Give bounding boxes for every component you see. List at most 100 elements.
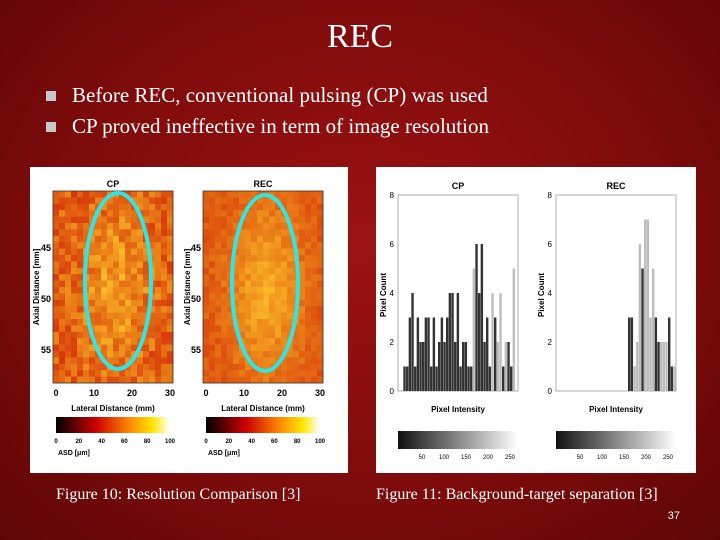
heatmap-cell [233,274,240,281]
heatmap-cell [239,370,246,377]
histogram-y-tick: 4 [390,289,395,298]
heatmap-cell [281,229,288,237]
heatmap-cell [227,370,234,377]
heatmap-cell [305,299,312,307]
heatmap-cell [269,216,276,224]
heatmap-cell [113,325,120,333]
heatmap-cell [125,351,132,358]
heatmap-cell [83,210,90,217]
heatmap-cell [281,280,288,288]
heatmap-cell [53,274,60,281]
heatmap-cell [143,280,150,288]
histogram-bar [470,366,473,391]
histogram-bar [644,219,647,391]
heatmap-cell [83,357,90,365]
heatmap-cell [287,261,294,269]
heatmap-cell [101,235,108,243]
rec-target-ellipse [230,193,300,373]
heatmap-cell [125,223,132,230]
heatmap-cell [221,203,228,211]
heatmap-cell [167,287,174,294]
heatmap-cell [71,344,78,352]
heatmap-cell [299,255,306,262]
heatmap-cell [215,287,222,294]
heatmap-cell [71,331,78,339]
heatmap-cell [131,191,138,198]
heatmap-cell [203,248,210,256]
heatmap-cell [233,357,240,365]
heatmap-cell [95,255,102,262]
heatmap-cell [113,235,120,243]
heatmap-cell [149,312,156,320]
fig10-panel-title-rec: REC [253,179,273,189]
heatmap-cell [203,197,210,205]
heatmap-cell [269,370,276,377]
heatmap-cell [71,376,78,384]
heatmap-cell [53,299,60,307]
heatmap-cell [167,293,174,301]
heatmap-cell [299,274,306,281]
heatmap-cell [215,312,222,320]
heatmap-cell [101,280,108,288]
heatmap-cell [59,363,66,371]
heatmap-cell [167,242,174,249]
heatmap-cell [281,344,288,352]
heatmap-cell [59,197,66,205]
heatmap-cell [299,216,306,224]
rec-grayscale-bar [556,431,676,449]
heatmap-cell [155,312,162,320]
heatmap-cell [131,293,138,301]
heatmap-cell [293,363,300,371]
heatmap-cell [161,248,168,256]
heatmap-cell [203,293,210,301]
heatmap-cell [317,370,324,377]
heatmap-cell [125,370,132,377]
heatmap-cell [305,338,312,345]
heatmap-cell [221,248,228,256]
heatmap-cell [77,344,84,352]
heatmap-cell [305,274,312,281]
heatmap-cell [125,344,132,352]
heatmap-cell [131,229,138,237]
heatmap-cell [119,370,126,377]
heatmap-cell [143,357,150,365]
heatmap-cell [65,338,72,345]
heatmap-cell [113,376,120,384]
heatmap-cell [161,331,168,339]
histogram-bar [406,366,409,391]
histogram-bar [464,342,468,391]
heatmap-cell [53,229,60,237]
heatmap-cell [89,197,96,205]
heatmap-cell [113,293,120,301]
heatmap-cell [245,191,252,198]
heatmap-cell [107,312,114,320]
heatmap-cell [281,274,288,281]
heatmap-cell [59,203,66,211]
heatmap-cell [101,261,108,269]
heatmap-cell [221,197,228,205]
heatmap-cell [101,344,108,352]
heatmap-cell [131,274,138,281]
heatmap-cell [245,331,252,339]
heatmap-cell [95,267,102,275]
heatmap-cell [233,363,240,371]
heatmap-cell [95,338,102,345]
heatmap-cell [53,287,60,294]
histogram-bar [454,342,457,391]
heatmap-cell [311,306,318,313]
heatmap-cell [317,203,324,211]
heatmap-cell [209,197,216,205]
heatmap-cell [317,223,324,230]
histogram-bar [636,342,639,391]
heatmap-cell [89,299,96,307]
heatmap-cell [209,370,216,377]
heatmap-cell [155,376,162,384]
heatmap-cell [251,203,258,211]
heatmap-cell [125,235,132,243]
heatmap-cell [95,242,102,249]
heatmap-cell [215,255,222,262]
heatmap-cell [233,299,240,307]
heatmap-cell [125,287,132,294]
heatmap-cell [203,344,210,352]
heatmap-cell [107,325,114,333]
